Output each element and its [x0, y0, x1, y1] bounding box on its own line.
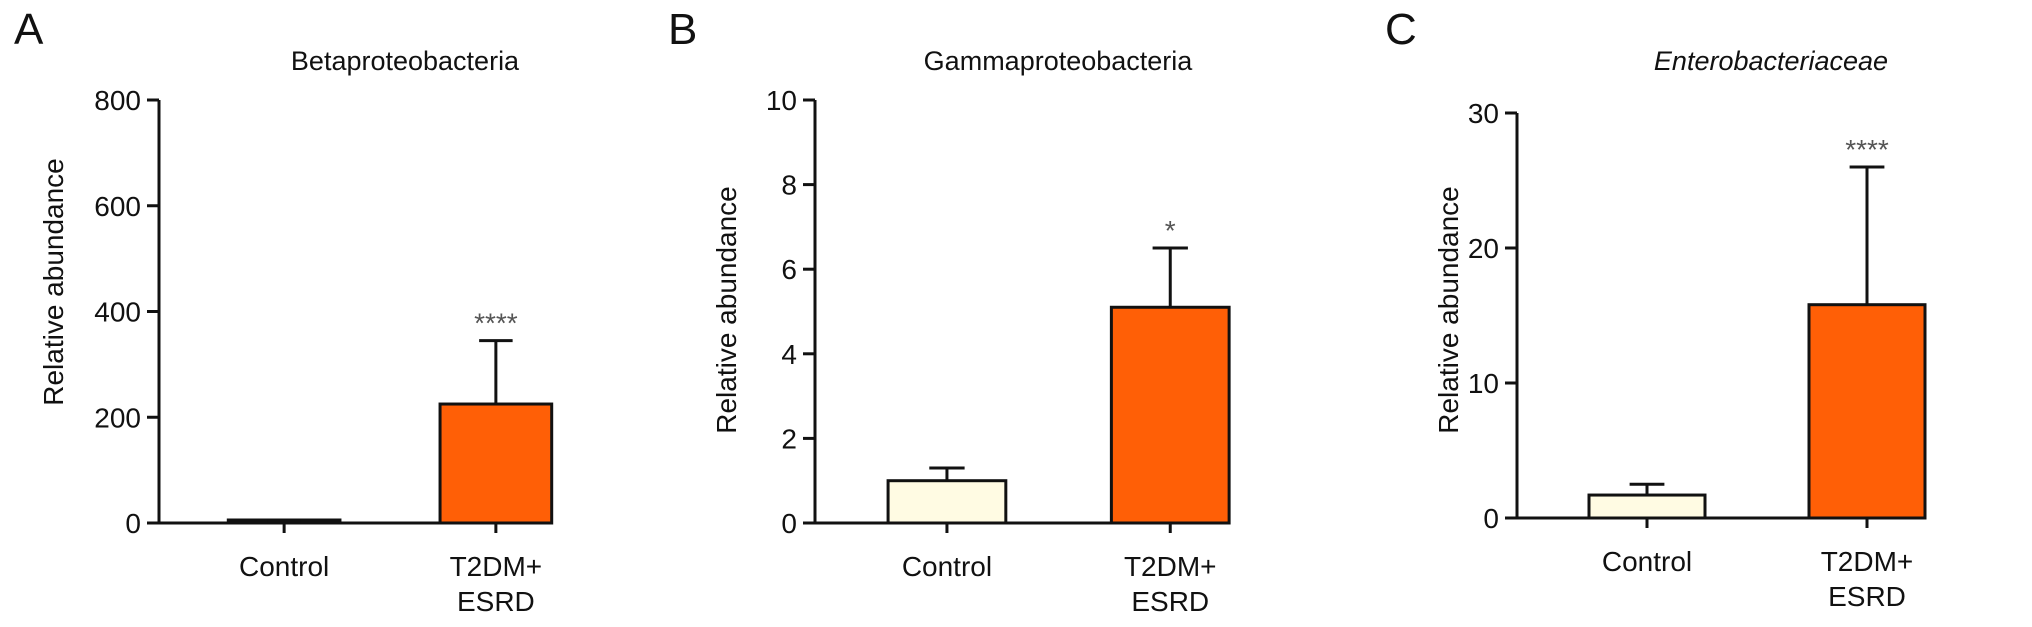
- bar: [438, 402, 554, 525]
- significance-label: ****: [1845, 134, 1889, 165]
- y-tick-label: 10: [766, 85, 797, 116]
- y-axis-label: Relative abundance: [38, 158, 69, 406]
- bar-chart-a: 0 200 400 600 800 Control T2DM+ ESRD ****: [94, 85, 554, 617]
- x-tick-label: T2DM+: [450, 551, 543, 582]
- y-tick-label: 2: [781, 423, 797, 454]
- x-tick-label: T2DM+: [1124, 551, 1217, 582]
- y-tick-label: 800: [94, 85, 141, 116]
- x-tick-label: ESRD: [1131, 586, 1209, 617]
- bar: [1807, 303, 1927, 520]
- x-tick-label: T2DM+: [1821, 546, 1914, 577]
- panel-letter: B: [668, 5, 698, 54]
- bar-chart-b: 0 2 4 6 8 10 Control T2DM+ ESRD *: [766, 85, 1231, 617]
- bar: [1109, 305, 1231, 525]
- y-axis-label: Relative abundance: [711, 186, 742, 434]
- x-tick-label: ESRD: [457, 586, 535, 617]
- significance-label: *: [1165, 215, 1176, 246]
- y-tick-label: 600: [94, 191, 141, 222]
- panel-a: A Betaproteobacteria Relative abundance …: [14, 0, 674, 627]
- y-tick-label: 400: [94, 297, 141, 328]
- chart-title: Gammaproteobacteria: [923, 46, 1193, 76]
- chart-title: Betaproteobacteria: [290, 46, 520, 76]
- y-tick-label: 200: [94, 402, 141, 433]
- y-tick-label: 8: [781, 170, 797, 201]
- y-tick-label: 4: [781, 339, 797, 370]
- x-tick-label: Control: [1602, 546, 1692, 577]
- bar: [1587, 493, 1707, 520]
- y-tick-label: 30: [1468, 98, 1499, 129]
- y-tick-label: 6: [781, 254, 797, 285]
- panel-letter: C: [1385, 5, 1417, 54]
- y-tick-label: 0: [1483, 503, 1499, 534]
- panel-c: C Enterobacteriaceae Relative abundance …: [1385, 0, 2032, 627]
- y-tick-label: 0: [781, 508, 797, 539]
- y-tick-label: 0: [125, 508, 141, 539]
- significance-label: ****: [474, 308, 518, 339]
- bar-chart-c: 0 10 20 30 Control T2DM+ ESRD ****: [1468, 98, 1927, 612]
- chart-title: Enterobacteriaceae: [1653, 46, 1889, 76]
- y-tick-label: 20: [1468, 233, 1499, 264]
- bar: [886, 479, 1008, 525]
- panel-letter: A: [14, 5, 44, 54]
- x-tick-label: Control: [239, 551, 329, 582]
- y-tick-label: 10: [1468, 368, 1499, 399]
- panel-b: B Gammaproteobacteria Relative abundance…: [668, 0, 1328, 627]
- x-tick-label: Control: [902, 551, 992, 582]
- y-axis-label: Relative abundance: [1433, 186, 1464, 434]
- x-tick-label: ESRD: [1828, 581, 1906, 612]
